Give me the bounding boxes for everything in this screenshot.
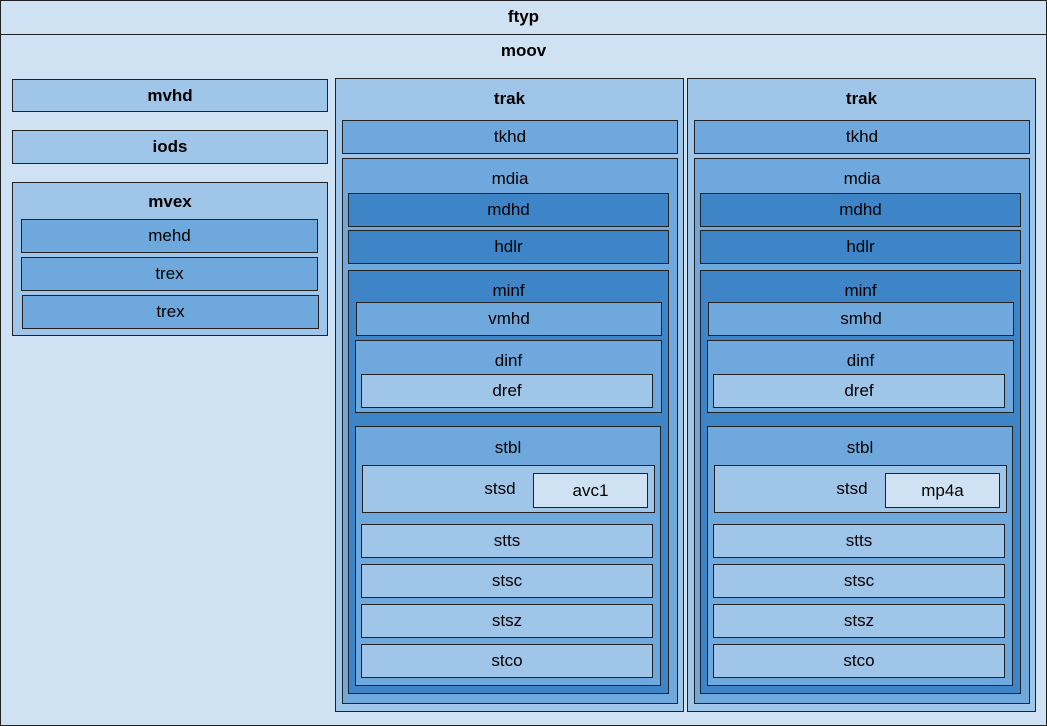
ftyp-box-label: ftyp bbox=[507, 7, 540, 26]
mvhd-box bbox=[12, 79, 328, 112]
dref-box bbox=[361, 374, 653, 408]
stsz-box bbox=[713, 604, 1005, 638]
dinf-box-label: dinf bbox=[494, 351, 523, 370]
stco-box bbox=[713, 644, 1005, 678]
stts-box bbox=[713, 524, 1005, 558]
stsz-box bbox=[361, 604, 653, 638]
moov-box-label: moov bbox=[500, 41, 547, 60]
media-header-box-label: vmhd bbox=[488, 309, 530, 328]
stsc-box bbox=[361, 564, 653, 598]
media-header-box bbox=[708, 302, 1014, 336]
mdhd-box bbox=[348, 193, 669, 227]
trex-box bbox=[21, 257, 318, 291]
stsd-box-label: stsd bbox=[836, 479, 868, 498]
mehd-box bbox=[21, 219, 318, 253]
stco-box bbox=[361, 644, 653, 678]
stsc-box bbox=[713, 564, 1005, 598]
stsd-box-label: stsd bbox=[484, 479, 516, 498]
mdia-box-label: mdia bbox=[843, 169, 881, 188]
mdia-box-label: mdia bbox=[491, 169, 529, 188]
mehd-box-label: mehd bbox=[148, 226, 191, 245]
tkhd-box-label: tkhd bbox=[493, 127, 527, 146]
sample-entry-box-label: avc1 bbox=[572, 480, 609, 500]
iods-box-label: iods bbox=[152, 137, 188, 156]
mvex-box-label: mvex bbox=[148, 192, 192, 211]
tkhd-box bbox=[694, 120, 1030, 154]
hdlr-box bbox=[700, 230, 1021, 264]
dinf-box-label: dinf bbox=[846, 351, 875, 370]
dref-box-label: dref bbox=[844, 381, 874, 400]
hdlr-box-label: hdlr bbox=[846, 237, 875, 256]
stco-box-label: stco bbox=[843, 651, 875, 670]
dref-box-label: dref bbox=[492, 381, 522, 400]
trex-box-label: trex bbox=[155, 264, 184, 283]
mdhd-box bbox=[700, 193, 1021, 227]
media-header-box-label: smhd bbox=[840, 309, 882, 328]
hdlr-box bbox=[348, 230, 669, 264]
sample-entry-box bbox=[533, 473, 648, 508]
stts-box-label: stts bbox=[493, 531, 521, 550]
stbl-box-label: stbl bbox=[846, 438, 874, 457]
mdhd-box-label: mdhd bbox=[839, 200, 882, 219]
minf-box-label: minf bbox=[492, 281, 525, 300]
hdlr-box-label: hdlr bbox=[494, 237, 523, 256]
trex-box bbox=[22, 295, 319, 329]
stbl-box-label: stbl bbox=[494, 438, 522, 457]
stsz-box-label: stsz bbox=[491, 611, 523, 630]
sample-entry-box bbox=[885, 473, 1000, 508]
trak-box-label: trak bbox=[845, 89, 878, 108]
mvhd-box-label: mvhd bbox=[147, 85, 193, 105]
stsz-box-label: stsz bbox=[843, 611, 875, 630]
tkhd-box bbox=[342, 120, 678, 154]
trak-box-label: trak bbox=[493, 89, 526, 108]
dref-box bbox=[713, 374, 1005, 408]
minf-box-label: minf bbox=[844, 281, 877, 300]
media-header-box bbox=[356, 302, 662, 336]
stts-box bbox=[361, 524, 653, 558]
sample-entry-box-label: mp4a bbox=[921, 480, 964, 500]
mdhd-box-label: mdhd bbox=[487, 200, 530, 219]
stts-box-label: stts bbox=[845, 531, 873, 550]
tkhd-box-label: tkhd bbox=[845, 127, 879, 146]
trex-box-label: trex bbox=[156, 302, 185, 321]
stsc-box-label: stsc bbox=[843, 571, 875, 590]
iods-box bbox=[12, 130, 328, 164]
stco-box-label: stco bbox=[491, 651, 523, 670]
stsc-box-label: stsc bbox=[491, 571, 523, 590]
ftyp-box bbox=[0, 0, 1047, 35]
